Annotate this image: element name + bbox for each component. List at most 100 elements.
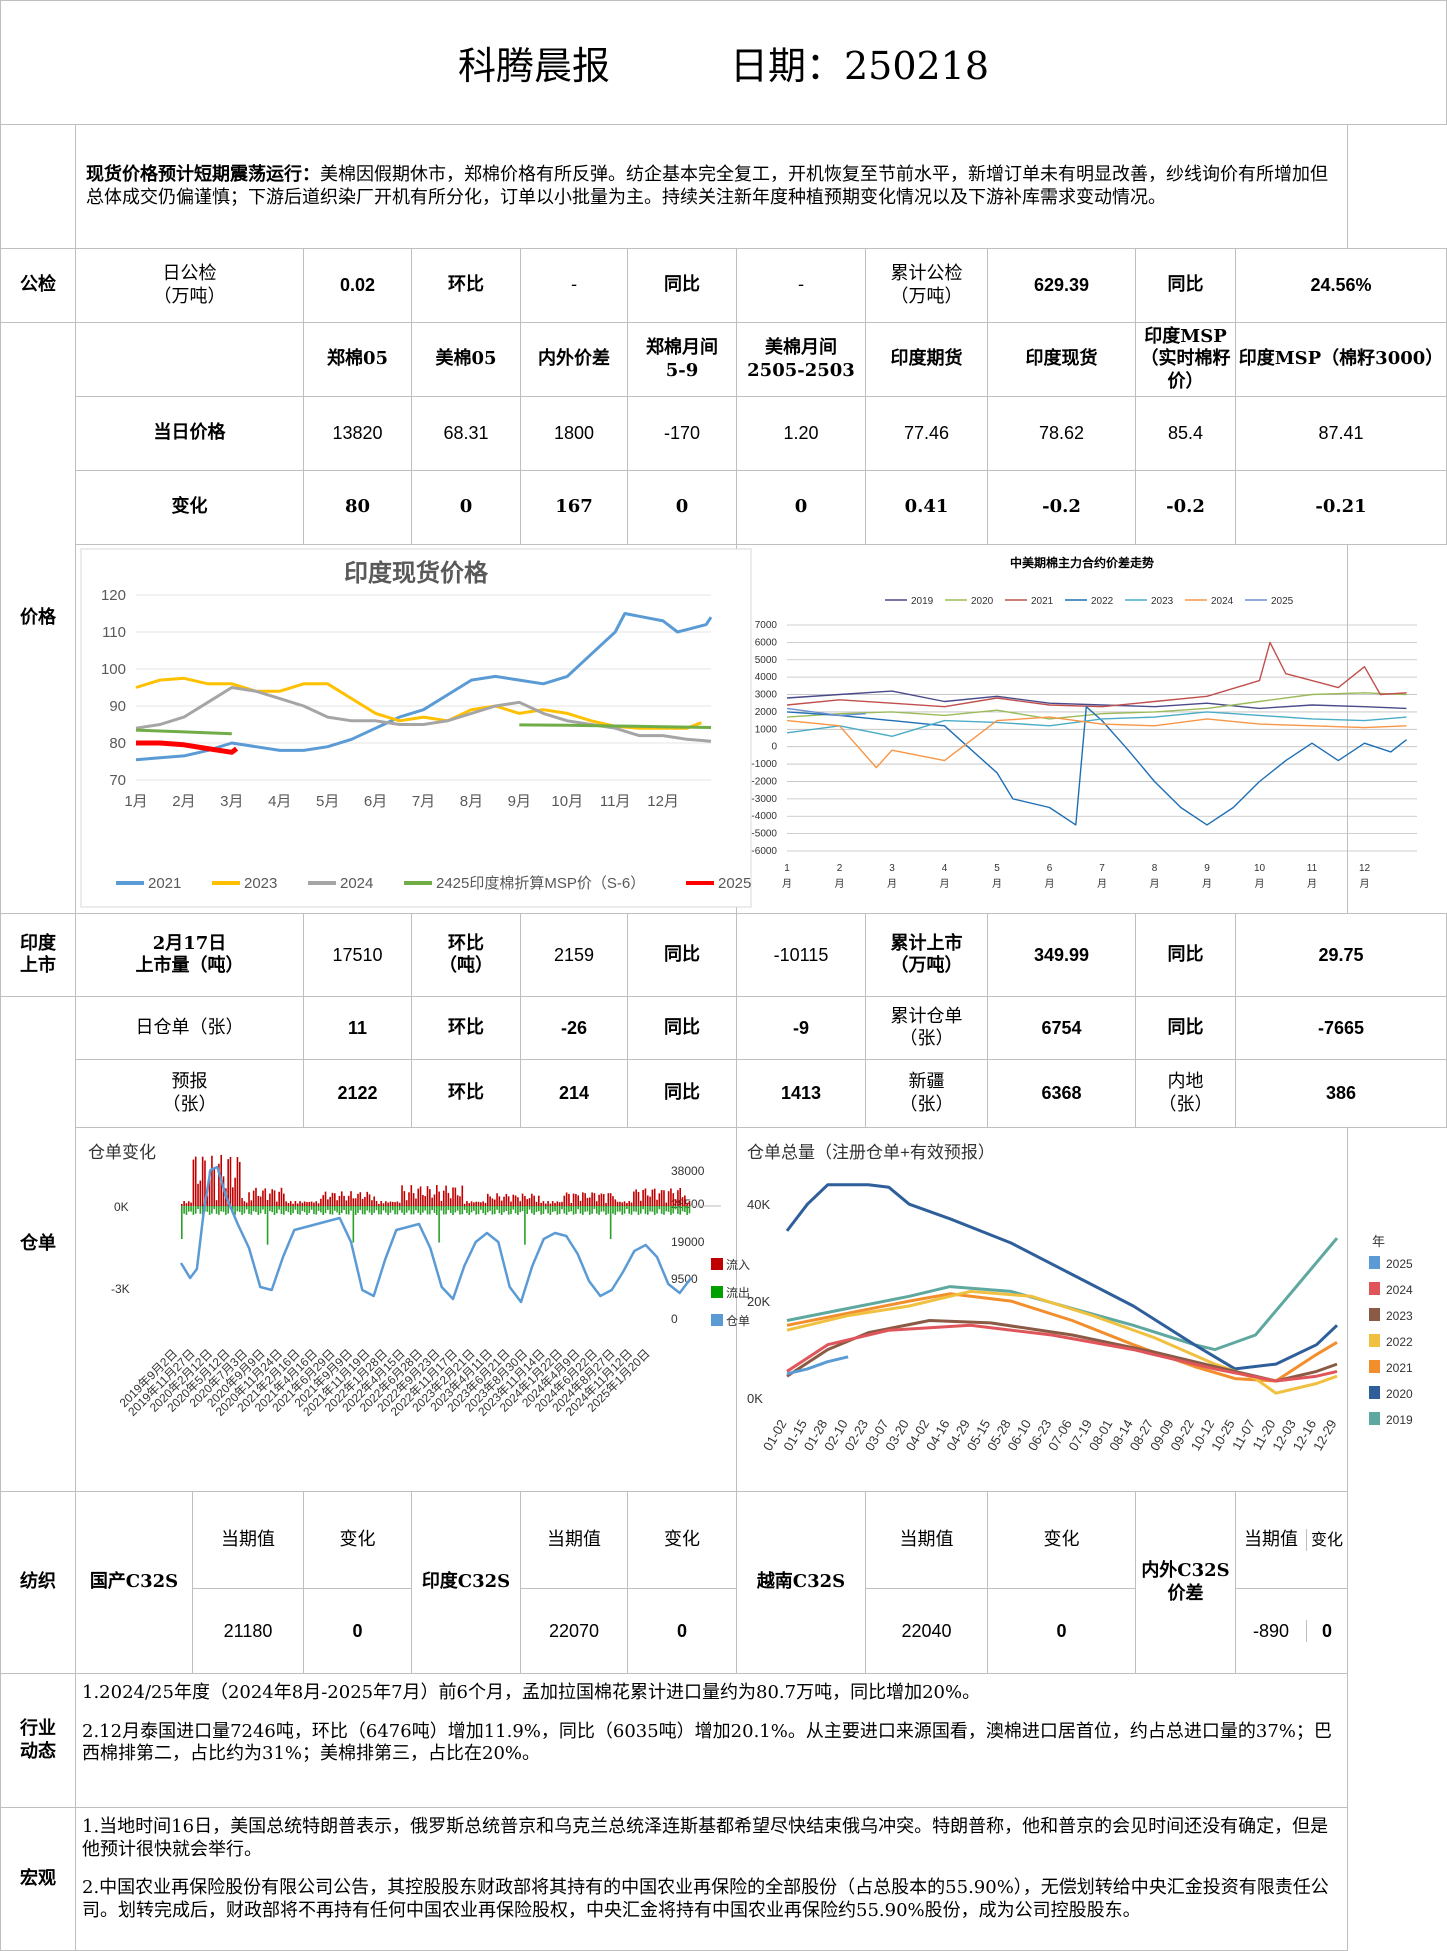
inflow-bar (637, 1192, 640, 1206)
cum-receipt-label: 累计仓单 （张） (865, 996, 988, 1060)
inflow-bar (510, 1201, 512, 1206)
inflow-bar (273, 1190, 276, 1206)
inflow-bar (674, 1199, 677, 1206)
inspection-tb-value: - (736, 248, 866, 323)
inflow-bar (630, 1202, 633, 1206)
y-tick-label: -3K (111, 1282, 130, 1296)
yarn-india-cur: 22070 (520, 1588, 628, 1674)
x-tick-label: 12月 (647, 793, 679, 810)
today-price-spread: 1800 (520, 396, 628, 471)
price-header-india-msp-live: 印度MSP（实时棉籽价） (1135, 322, 1236, 397)
outflow-bar (470, 1206, 473, 1213)
outflow-bar (461, 1206, 464, 1215)
x-tick-label: 9月 (508, 793, 531, 810)
inflow-bar (269, 1193, 271, 1206)
inflow-bar (248, 1192, 250, 1206)
outflow-bar (327, 1206, 329, 1210)
inflow-bar (616, 1201, 619, 1206)
yarn-spread-cur-chg-labels: 当期值 变化 (1235, 1491, 1348, 1589)
price-header-zc05: 郑棉05 (303, 322, 412, 397)
cum-receipt-tb-label: 同比 (1135, 996, 1236, 1060)
series-line (786, 1323, 1338, 1383)
receipt-tb-label: 同比 (627, 996, 737, 1060)
legend-swatch (1369, 1334, 1380, 1347)
outflow-bar (387, 1206, 389, 1215)
inflow-bar (310, 1201, 313, 1206)
change-spread: 167 (520, 470, 628, 545)
legend-label: 2020 (1386, 1387, 1413, 1401)
inflow-bar (343, 1195, 345, 1206)
change-india-spot: -0.2 (987, 470, 1136, 545)
outflow-bar (417, 1206, 420, 1213)
section-yarn: 纺织 (0, 1491, 76, 1674)
outflow-bar (190, 1206, 192, 1212)
inflow-bar (431, 1197, 433, 1206)
inflow-bar (498, 1196, 501, 1206)
change-ct-calendar: 0 (736, 470, 866, 545)
inflow-bar (283, 1193, 285, 1206)
cum-inspection-value: 629.39 (987, 248, 1136, 323)
outflow-bar (442, 1206, 445, 1215)
receipt-change-chart-cell: 仓单变化0K-3K38000285001900095000流入流出仓单2019年… (75, 1127, 750, 1492)
inflow-bar (259, 1196, 262, 1206)
industry-news-1: 1.2024/25年度（2024年8月-2025年7月）前6个月，孟加拉国棉花累… (82, 1682, 981, 1703)
today-price-label: 当日价格 (75, 396, 304, 471)
daily-inspection-value: 0.02 (303, 248, 412, 323)
inflow-bar (419, 1186, 422, 1206)
change-india-futures: 0.41 (865, 470, 988, 545)
india-cum-label: 累计上市 （万吨） (865, 913, 988, 997)
x-tick-label: 3月 (220, 793, 243, 810)
outflow-bar (505, 1206, 508, 1211)
outflow-bar (264, 1206, 267, 1214)
inflow-bar (461, 1185, 464, 1206)
forecast-value: 2122 (303, 1059, 412, 1128)
outflow-bar (185, 1206, 188, 1215)
inflow-bar (412, 1193, 415, 1206)
outflow-bar (436, 1206, 438, 1215)
legend-swatch (1369, 1308, 1380, 1321)
chart-title: 印度现货价格 (344, 559, 489, 587)
inflow-bar (385, 1201, 387, 1206)
inflow-bar (315, 1201, 318, 1206)
inflow-bar (563, 1195, 566, 1206)
inflow-bar (466, 1201, 468, 1206)
section-warehouse: 仓单 (0, 996, 76, 1492)
price-header-india-spot: 印度现货 (987, 322, 1136, 397)
y-tick-label: 80 (109, 735, 126, 752)
outflow-bar (317, 1206, 320, 1211)
today-price-zc-calendar: -170 (627, 396, 737, 471)
series-line (786, 707, 866, 717)
outflow-bar (278, 1206, 280, 1210)
summary-lead: 现货价格预计短期震荡运行： (86, 164, 320, 185)
inspection-hb-label: 环比 (411, 248, 521, 323)
inflow-bar (445, 1185, 447, 1206)
inflow-bar (572, 1193, 575, 1206)
outflow-bar (391, 1206, 394, 1211)
outflow-bar (403, 1206, 406, 1215)
y-tick-label: 2000 (755, 707, 778, 718)
outflow-bar (660, 1206, 663, 1214)
legend-swatch (711, 1314, 723, 1326)
y-tick-label: -4000 (751, 811, 777, 822)
inflow-bar (340, 1191, 343, 1206)
inflow-bar (482, 1201, 484, 1206)
inflow-bar (684, 1195, 686, 1206)
macro-news-1: 1.当地时间16日，美国总统特朗普表示，俄罗斯总统普京和乌克兰总统泽连斯基都希望… (82, 1816, 1329, 1860)
outflow-bar (334, 1206, 336, 1211)
daily-inspection-label: 日公检 （万吨） (75, 248, 304, 323)
outflow-bar (382, 1206, 385, 1211)
inflow-bar (503, 1196, 505, 1206)
outflow-bar (640, 1206, 642, 1214)
outflow-bar (285, 1206, 287, 1212)
inflow-bar (322, 1195, 325, 1206)
forecast-tb-label: 同比 (627, 1059, 737, 1128)
inflow-bar (234, 1177, 236, 1206)
inflow-bar (653, 1188, 656, 1206)
summary-text: 美棉因假期休市，郑棉价格有所反弹。纺企基本完全复工，开机恢复至节前水平，新增订单… (86, 164, 1328, 208)
inflow-bar (394, 1202, 396, 1206)
inflow-bar (232, 1187, 234, 1206)
forecast-label: 预报 （张） (75, 1059, 304, 1128)
inflow-bar (549, 1203, 552, 1206)
inflow-bar (208, 1171, 211, 1206)
